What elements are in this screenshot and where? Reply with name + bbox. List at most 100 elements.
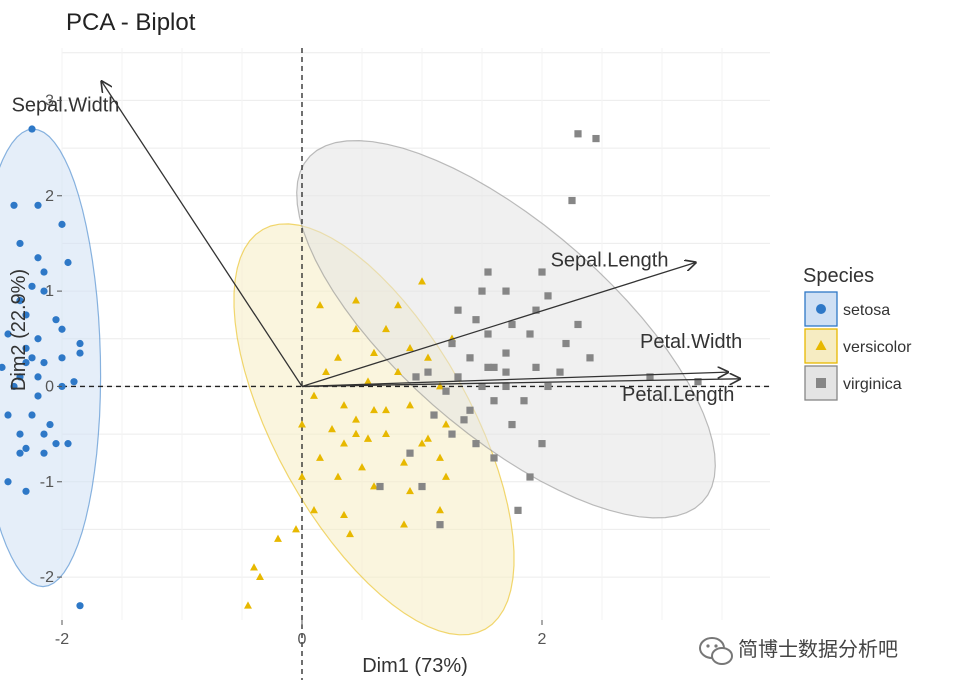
point-virginica [526,330,534,338]
point-virginica [568,196,576,205]
point-setosa [22,311,30,319]
point-virginica [490,363,498,371]
point-versicolor [346,529,354,538]
x-tick-label: 0 [298,631,307,648]
point-versicolor [250,563,258,571]
point-setosa [40,359,48,367]
point-setosa [34,201,42,209]
point-versicolor [436,506,444,514]
point-versicolor [394,367,402,376]
point-virginica [514,506,522,514]
point-versicolor [334,353,342,361]
point-virginica [502,349,510,357]
point-setosa [34,373,42,381]
point-versicolor [352,415,360,423]
label-petal-length: Petal.Length [622,384,734,406]
label-sepal-length: Sepal.Length [551,250,669,272]
point-virginica [484,363,492,371]
point-versicolor [370,348,378,356]
legend-label-versicolor: versicolor [843,339,912,356]
point-virginica [472,316,480,324]
point-versicolor [382,324,390,333]
legend: Species setosa versicolor virginica [803,265,912,401]
y-axis-title: Dim2 (22.9%) [8,269,30,391]
arrow-sepal-length [301,263,696,388]
y-tick-label: 0 [45,378,54,395]
point-virginica [544,292,552,300]
point-virginica [508,320,516,329]
point-versicolor [382,429,390,437]
point-virginica [448,430,456,438]
x-tick-label: 2 [538,631,547,648]
point-virginica [484,268,492,276]
confidence-ellipses [0,128,716,636]
point-setosa [28,411,36,419]
legend-label-virginica: virginica [843,376,902,393]
point-virginica [520,397,528,405]
point-virginica [376,482,384,491]
point-setosa [40,449,48,457]
legend-title: Species [803,265,874,287]
point-virginica [532,306,540,314]
point-setosa [64,258,72,267]
point-virginica [424,368,432,376]
legend-marker-versicolor [815,340,827,350]
point-setosa [40,430,48,438]
point-setosa [16,430,24,438]
point-versicolor [370,405,378,414]
label-petal-width: Petal.Width [640,331,742,353]
watermark: 简博士数据分析吧 [699,637,898,665]
legend-label-setosa: setosa [843,302,890,319]
point-setosa [76,349,84,357]
legend-marker-virginica [816,378,826,388]
point-virginica [454,306,462,314]
arrow-petal-width [301,372,728,388]
point-setosa [22,359,30,367]
point-versicolor [406,486,414,495]
point-versicolor [436,382,444,390]
point-virginica [532,363,540,371]
point-versicolor [310,506,318,514]
point-virginica [466,354,474,362]
y-tick-label: -1 [40,474,54,491]
point-virginica [436,521,444,529]
y-tick-label: 1 [45,283,54,300]
legend-key-versicolor [804,328,838,364]
point-setosa [0,363,6,371]
point-setosa [34,254,42,262]
wechat-icon [699,637,733,665]
point-virginica [592,134,600,143]
point-versicolor [340,439,348,447]
point-versicolor [298,472,306,480]
point-setosa [34,335,42,343]
point-virginica [484,330,492,338]
x-axis-title: Dim1 (73%) [362,655,468,677]
point-setosa [34,392,42,400]
point-setosa [22,344,30,352]
point-versicolor [424,353,432,361]
ellipse-versicolor [233,223,515,636]
point-setosa [46,420,54,429]
point-virginica [574,320,582,329]
point-virginica [562,339,570,348]
point-versicolor [328,425,336,433]
point-virginica [412,373,420,381]
point-virginica [574,130,582,138]
point-versicolor [382,405,390,414]
arrow-petal-length [301,379,740,388]
point-virginica [538,268,546,276]
point-setosa [58,325,66,333]
point-versicolor [292,525,300,533]
point-versicolor [364,434,372,442]
point-versicolor [310,391,318,399]
point-setosa [28,282,36,290]
point-versicolor [418,439,426,447]
point-versicolor [316,453,324,461]
point-virginica [502,382,510,391]
point-versicolor [352,296,360,304]
y-tick-label: 3 [45,92,54,109]
point-setosa [16,373,24,381]
reference-lines [62,48,770,680]
point-versicolor [352,429,360,437]
legend-marker-setosa [816,304,826,314]
